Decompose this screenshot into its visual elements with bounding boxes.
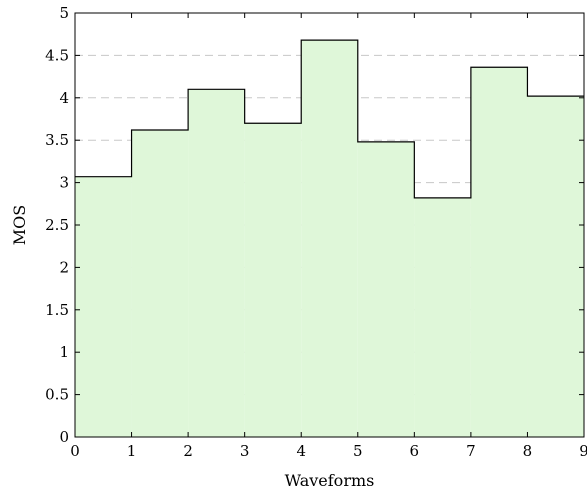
x-tick-label: 9	[579, 442, 587, 460]
x-tick-labels: 0 1 2 3 4 5 6 7 8 9	[70, 442, 587, 460]
step-bin	[131, 130, 189, 438]
step-bin	[470, 67, 528, 437]
step-bin	[188, 89, 245, 437]
x-tick-label: 5	[353, 442, 363, 460]
step-bin	[357, 141, 415, 437]
y-tick-label: 0	[59, 428, 69, 446]
step-bin	[527, 96, 584, 437]
y-tick-label: 3	[59, 174, 69, 192]
y-tick-label: 0.5	[45, 386, 69, 404]
step-bin	[301, 40, 358, 438]
x-tick-label: 0	[70, 442, 80, 460]
y-axis-title: MOS	[10, 205, 29, 245]
step-bin	[244, 123, 302, 438]
x-tick-label: 2	[183, 442, 193, 460]
y-tick-label: 1.5	[45, 301, 69, 319]
x-tick-label: 7	[466, 442, 476, 460]
step-line	[75, 39, 584, 199]
axes	[74, 12, 585, 438]
x-tick-label: 8	[523, 442, 533, 460]
y-tick-label: 4.5	[45, 46, 69, 64]
y-tick-labels: 0 0.5 1 1.5 2 2.5 3 3.5 4 4.5 5	[45, 4, 69, 446]
area-series	[75, 39, 584, 438]
x-tick-label: 1	[127, 442, 137, 460]
x-tick-label: 3	[240, 442, 250, 460]
y-tick-label: 4	[59, 89, 69, 107]
x-axis-title: Waveforms	[285, 471, 375, 490]
y-tick-label: 2.5	[45, 216, 69, 234]
x-tick-label: 4	[296, 442, 306, 460]
y-tick-label: 1	[59, 343, 69, 361]
y-tick-label: 2	[59, 258, 69, 276]
step-bin	[414, 197, 471, 437]
step-bin	[75, 176, 132, 437]
x-tick-label: 6	[410, 442, 420, 460]
y-tick-label: 3.5	[45, 131, 69, 149]
y-tick-label: 5	[59, 4, 69, 22]
